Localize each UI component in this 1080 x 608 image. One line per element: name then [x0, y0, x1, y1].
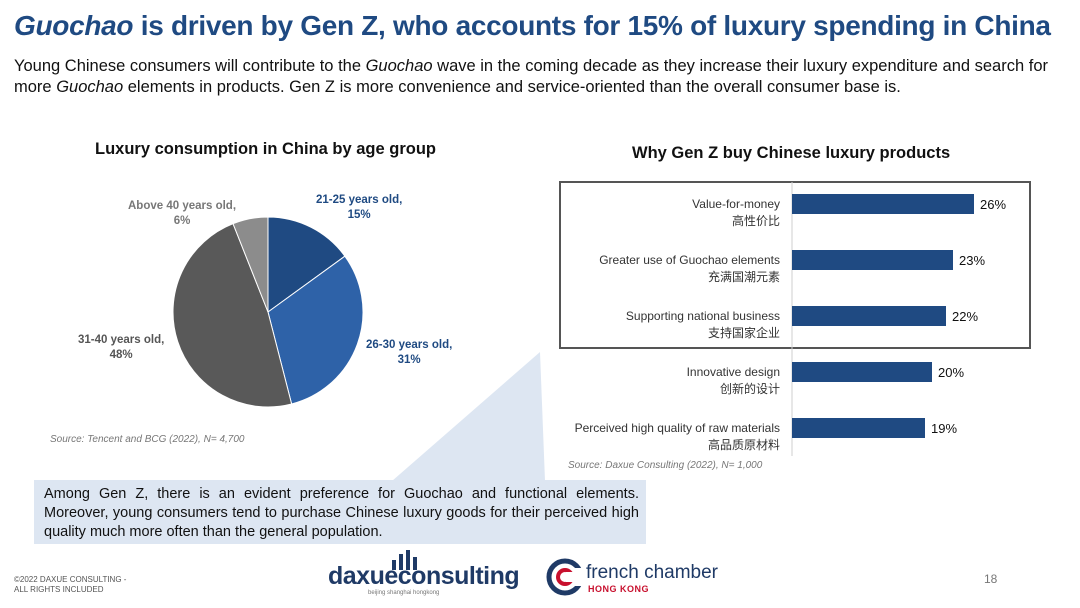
- daxue-word-2: consulting: [397, 562, 520, 590]
- subtitle-part-2: Guochao: [365, 57, 433, 75]
- bar-value-label: 20%: [938, 365, 964, 380]
- french-chamber-sub: HONG KONG: [588, 584, 650, 594]
- pie-label-21-25-value: 15%: [347, 209, 371, 221]
- pie-label-26-30: 26-30 years old, 31%: [366, 338, 452, 368]
- pie-chart-source: Source: Tencent and BCG (2022), N= 4,700: [50, 434, 245, 445]
- page-number: 18: [984, 572, 998, 586]
- copyright-line-1: ©2022 DAXUE CONSULTING -: [14, 575, 127, 584]
- bar-3: [792, 362, 932, 382]
- title-rest: is driven by Gen Z, who accounts for 15%…: [133, 10, 1051, 41]
- pie-slice-2: [172, 223, 293, 408]
- bar-value-label: 26%: [980, 197, 1006, 212]
- daxue-tagline: beijing shanghai hongkong: [368, 590, 440, 596]
- pie-slice-0: [267, 216, 346, 313]
- bar-category-label: Supporting national business: [626, 309, 780, 323]
- pie-label-31-40: 31-40 years old, 48%: [78, 333, 164, 363]
- bar-4: [792, 418, 925, 438]
- footer-copyright: ©2022 DAXUE CONSULTING - ALL RIGHTS INCL…: [14, 575, 126, 595]
- bar-category-label-cn: 创新的设计: [720, 381, 780, 396]
- bar-category-label: Innovative design: [687, 365, 780, 379]
- pie-label-26-30-value: 31%: [397, 354, 421, 366]
- pie-slice-1: [267, 255, 364, 405]
- bar-1: [792, 250, 953, 270]
- subtitle-part-3: wave in the coming decade as they increa…: [14, 57, 1048, 96]
- pie-label-26-30-name: 26-30 years old,: [366, 339, 453, 351]
- copyright-line-2: ALL RIGHTS INCLUDED: [14, 585, 104, 594]
- pie-label-31-40-name: 31-40 years old,: [78, 334, 165, 346]
- french-chamber-icon: [546, 558, 584, 596]
- french-chamber-name: french chamber: [586, 562, 719, 583]
- bar-category-label-cn: 支持国家企业: [708, 325, 780, 340]
- bar-chart-source: Source: Daxue Consulting (2022), N= 1,00…: [568, 460, 763, 471]
- bar-0: [792, 194, 974, 214]
- pie-label-above-40-value: 6%: [173, 215, 191, 227]
- callout-box: [34, 480, 646, 544]
- pie-label-31-40-value: 48%: [109, 349, 133, 361]
- pie-slice-3: [232, 216, 269, 313]
- subtitle-part-4: Guochao: [56, 78, 124, 96]
- pie-label-above-40: Above 40 years old, 6%: [128, 199, 236, 229]
- bar-category-label: Greater use of Guochao elements: [599, 253, 780, 267]
- bar-category-label: Value-for-money: [692, 197, 780, 211]
- bar-category-label-cn: 充满国潮元素: [708, 269, 780, 284]
- pie-label-above-40-name: Above 40 years old,: [128, 200, 237, 212]
- highlight-box: [559, 181, 1031, 349]
- daxue-word-1: daxue: [328, 562, 398, 590]
- bar-value-label: 19%: [931, 421, 957, 436]
- french-chamber-logo: french chamber HONG KONG: [546, 558, 756, 598]
- bar-value-label: 22%: [952, 309, 978, 324]
- subtitle-part-1: Young Chinese consumers will contribute …: [14, 57, 366, 75]
- pie-label-21-25: 21-25 years old, 15%: [316, 193, 402, 223]
- bar-category-label-cn: 高性价比: [732, 213, 780, 228]
- callout-text: Among Gen Z, there is an evident prefere…: [44, 486, 639, 540]
- bar-value-label: 23%: [959, 253, 985, 268]
- slide-subtitle: Young Chinese consumers will contribute …: [14, 56, 1069, 98]
- bar-logo-icon: [392, 550, 417, 570]
- bar-2: [792, 306, 946, 326]
- bar-category-label-cn: 高品质原材料: [708, 437, 780, 452]
- bar-chart-title: Why Gen Z buy Chinese luxury products: [632, 144, 951, 162]
- slide-title: Guochao is driven by Gen Z, who accounts…: [14, 10, 1074, 42]
- title-italic: Guochao: [14, 10, 134, 41]
- daxue-wordmark: daxueconsulting: [328, 562, 520, 591]
- daxue-consulting-logo: daxueconsulting beijing shanghai hongkon…: [328, 548, 538, 598]
- subtitle-part-5: elements in products. Gen Z is more conv…: [123, 78, 901, 96]
- pie-label-21-25-name: 21-25 years old,: [316, 194, 403, 206]
- pie-chart-title: Luxury consumption in China by age group: [95, 140, 437, 158]
- bar-category-label: Perceived high quality of raw materials: [575, 421, 780, 435]
- bar-chart: Value-for-money 高性价比 26% Greater use of Guo…: [559, 181, 1031, 456]
